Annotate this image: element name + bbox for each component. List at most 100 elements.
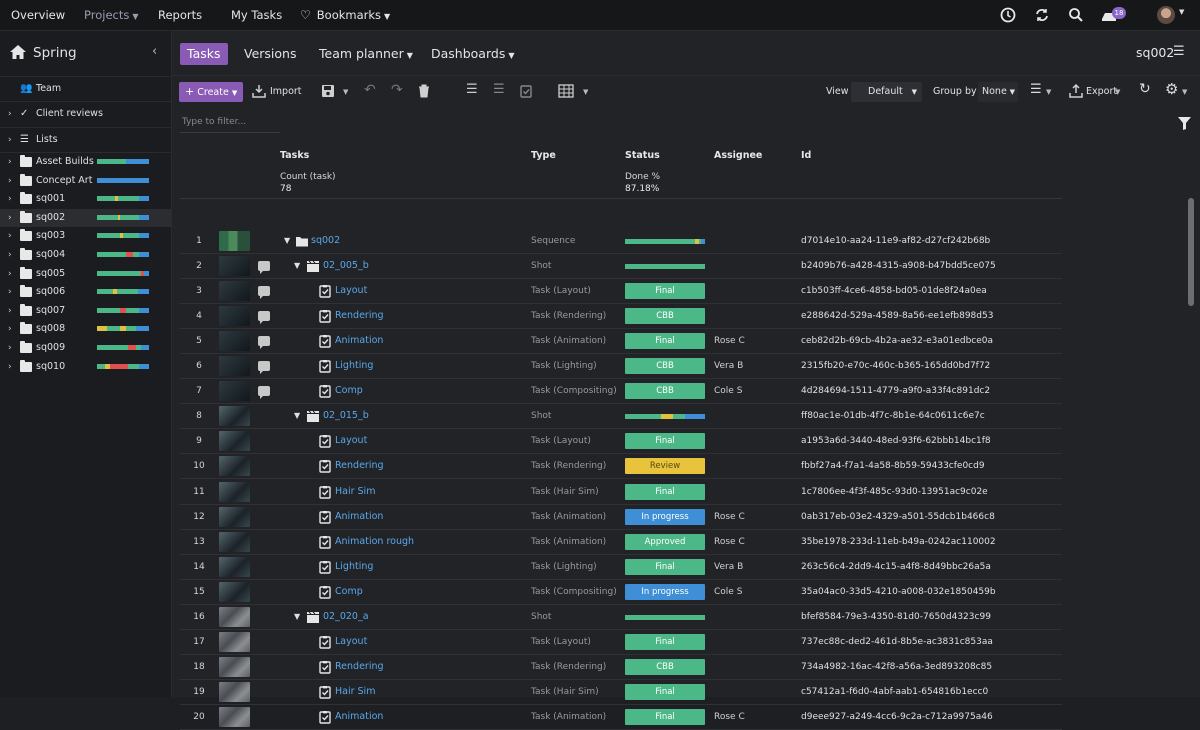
chevron-right-icon[interactable]: › (8, 175, 12, 186)
export-button[interactable]: Export (1086, 86, 1118, 97)
status-badge[interactable]: Final (625, 683, 705, 700)
sidebar-folder-sq006[interactable]: › sq006 (0, 283, 172, 301)
chevron-right-icon[interactable]: › (8, 287, 12, 298)
chevron-down-icon[interactable]: ▼ (294, 411, 301, 421)
filter-funnel-icon[interactable] (1178, 117, 1191, 130)
status-badge[interactable]: Final (625, 433, 705, 450)
task-name-link[interactable]: Layout (335, 635, 368, 647)
task-name-link[interactable]: Lighting (335, 360, 374, 372)
status-badge[interactable]: CBB (625, 383, 705, 400)
table-row[interactable]: 17 Layout Task (Layout) Final 737ec88c-ded2-… (180, 630, 1062, 655)
chevron-right-icon[interactable]: › (8, 268, 12, 279)
sidebar-item-team[interactable]: 👥 Team (0, 80, 172, 98)
list-options-icon[interactable]: ☰ (1030, 82, 1042, 97)
save-icon[interactable] (321, 84, 335, 98)
thumbnail[interactable] (219, 281, 250, 302)
table-row[interactable]: 4 Rendering Task (Rendering) CBB e288642d-52… (180, 304, 1062, 330)
import-button[interactable]: Import (270, 86, 302, 97)
chevron-down-icon[interactable]: ▼ (294, 261, 301, 271)
status-badge[interactable]: Review (625, 458, 705, 475)
status-badge[interactable]: Final (625, 708, 705, 725)
thumbnail[interactable] (219, 681, 250, 702)
sidebar-folder-sq009[interactable]: › sq009 (0, 339, 172, 357)
chevron-right-icon[interactable]: › (8, 135, 12, 145)
chevron-right-icon[interactable]: › (8, 250, 12, 260)
chevron-down-icon[interactable]: ▼ (583, 88, 589, 96)
chevron-down-icon[interactable]: ▼ (284, 236, 291, 245)
comment-icon[interactable] (258, 311, 270, 325)
assignee[interactable]: Rose C (714, 511, 745, 522)
grid-layout-icon[interactable] (558, 84, 574, 98)
assignee[interactable]: Rose C (714, 336, 745, 347)
vertical-scrollbar[interactable] (1188, 198, 1194, 306)
sidebar-folder-sq002[interactable]: › sq002 (0, 208, 172, 227)
table-row[interactable]: 15 Comp Task (Compositing) In progress Cole … (180, 580, 1062, 605)
assignee[interactable]: Cole S (714, 586, 743, 597)
thumbnail[interactable] (219, 631, 250, 652)
column-header-id[interactable]: Id (801, 150, 812, 161)
thumbnail[interactable] (219, 506, 250, 527)
assignee[interactable]: Rose C (714, 536, 745, 547)
tab-tasks[interactable]: Tasks (180, 43, 228, 65)
column-header-tasks[interactable]: Tasks (280, 150, 310, 161)
tab-versions[interactable]: Versions (244, 46, 297, 61)
sidebar-folder-sq004[interactable]: › sq004 (0, 246, 172, 264)
table-row[interactable]: 19 Hair Sim Task (Hair Sim) Final c57412a1-f… (180, 680, 1062, 705)
thumbnail[interactable] (219, 481, 250, 502)
table-row[interactable]: 2 ▼ 02_005_b Shot b2409b76-a428-4315-a908-b4… (180, 254, 1062, 280)
settings-gear-icon[interactable]: ⚙ (1165, 80, 1179, 98)
status-badge[interactable]: CBB (625, 308, 705, 325)
create-button[interactable]: + Create ▼ (179, 82, 243, 102)
task-name-link[interactable]: Layout (335, 435, 368, 447)
thumbnail[interactable] (219, 581, 250, 602)
thumbnail[interactable] (219, 406, 250, 427)
thumbnail[interactable] (219, 531, 250, 552)
chevron-right-icon[interactable]: › (8, 343, 12, 353)
thumbnail[interactable] (219, 306, 250, 327)
thumbnail[interactable] (219, 456, 250, 477)
nav-overview[interactable]: Overview (11, 8, 66, 22)
sidebar-folder-sq005[interactable]: › sq005 (0, 265, 172, 283)
status-badge[interactable]: Final (625, 483, 705, 500)
home-icon[interactable] (9, 44, 27, 60)
search-icon[interactable] (1067, 6, 1085, 24)
status-badge[interactable]: Final (625, 283, 705, 300)
assignee[interactable]: Vera B (714, 561, 744, 572)
nav-reports[interactable]: Reports (158, 8, 203, 22)
table-row[interactable]: 7 Comp Task (Compositing) CBB Cole S 4d284694… (180, 379, 1062, 405)
status-badge[interactable]: Approved (625, 533, 705, 550)
task-name-link[interactable]: 02_020_a (323, 610, 369, 622)
import-icon[interactable] (252, 84, 266, 98)
table-row[interactable]: 20 Animation Task (Animation) Final Rose C d9… (180, 705, 1062, 730)
chevron-right-icon[interactable]: › (8, 212, 12, 223)
sidebar-folder-sq003[interactable]: › sq003 (0, 227, 172, 245)
comment-icon[interactable] (258, 336, 270, 350)
column-header-status[interactable]: Status (625, 150, 660, 161)
chevron-right-icon[interactable]: › (8, 305, 12, 316)
task-name-link[interactable]: Animation (335, 335, 384, 347)
tab-team-planner[interactable]: Team planner ▼ (312, 43, 420, 65)
task-name-link[interactable]: Comp (335, 385, 363, 397)
task-name-link[interactable]: Hair Sim (335, 485, 376, 497)
status-badge[interactable]: Final (625, 633, 705, 650)
task-name-link[interactable]: Rendering (335, 310, 384, 322)
assignee[interactable]: Cole S (714, 386, 743, 397)
tab-dashboards[interactable]: Dashboards ▼ (424, 43, 522, 65)
status-badge[interactable]: Final (625, 333, 705, 350)
task-name-link[interactable]: 02_015_b (323, 410, 369, 422)
table-row[interactable]: 16 ▼ 02_020_a Shot bfef8584-79e3-4350-81d0-7… (180, 605, 1062, 630)
sidebar-folder-concept-art[interactable]: › Concept Art (0, 172, 172, 190)
table-row[interactable]: 3 Layout Task (Layout) Final c1b503ff-4ce6-4… (180, 279, 1062, 305)
chevron-right-icon[interactable]: › (8, 361, 12, 372)
sidebar-folder-sq007[interactable]: › sq007 (0, 302, 172, 320)
task-check-icon[interactable] (519, 84, 533, 98)
chevron-right-icon[interactable]: › (8, 109, 12, 119)
thumbnail[interactable] (219, 606, 250, 627)
thumbnail[interactable] (219, 331, 250, 352)
collapse-sidebar-icon[interactable]: ‹ (152, 44, 158, 59)
group-by-select[interactable]: None ▼ (978, 82, 1018, 102)
task-name-link[interactable]: Animation (335, 510, 384, 522)
chevron-down-icon[interactable]: ▼ (294, 611, 301, 621)
comment-icon[interactable] (258, 386, 270, 400)
task-name-link[interactable]: sq002 (311, 235, 341, 246)
